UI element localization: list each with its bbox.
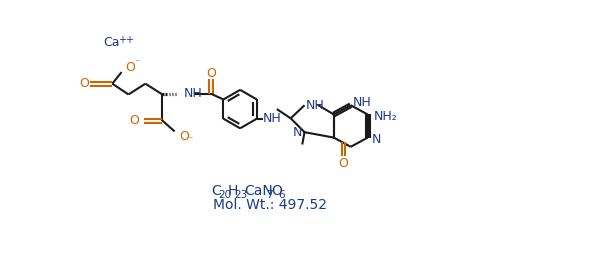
Text: NH: NH (263, 112, 282, 125)
Text: Ca: Ca (103, 36, 119, 49)
Text: 23: 23 (235, 190, 248, 200)
Text: N: N (371, 133, 381, 146)
Text: O: O (338, 157, 348, 170)
Text: NH: NH (353, 96, 372, 109)
Text: NH: NH (306, 99, 325, 112)
Text: O: O (179, 129, 189, 143)
Text: 20: 20 (218, 190, 231, 200)
Text: NH: NH (184, 87, 202, 100)
Text: ⁻: ⁻ (188, 135, 193, 145)
Text: ⁻: ⁻ (134, 59, 139, 69)
Text: O: O (206, 67, 216, 80)
Text: 6: 6 (279, 190, 285, 200)
Text: ++: ++ (118, 35, 134, 45)
Text: Mol. Wt.: 497.52: Mol. Wt.: 497.52 (213, 198, 327, 212)
Text: CaN: CaN (245, 185, 273, 198)
Text: O: O (130, 114, 139, 127)
Text: 7: 7 (266, 190, 273, 200)
Text: N: N (293, 126, 302, 139)
Text: C: C (211, 185, 221, 198)
Text: O: O (125, 61, 136, 74)
Text: O: O (272, 185, 282, 198)
Text: O: O (79, 77, 90, 90)
Text: NH₂: NH₂ (374, 110, 398, 122)
Text: H: H (228, 185, 238, 198)
